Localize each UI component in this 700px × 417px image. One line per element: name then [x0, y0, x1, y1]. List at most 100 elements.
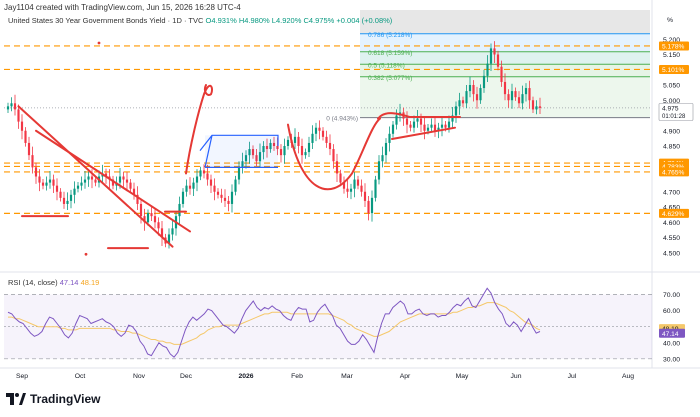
candle-body: [538, 106, 542, 108]
candle-body: [279, 149, 283, 156]
candle-body: [216, 191, 220, 195]
candle-body: [251, 149, 255, 156]
candle-body: [265, 146, 269, 150]
price-level-tag: 5.101%: [662, 67, 685, 74]
consolidation-box-fill: [205, 135, 278, 168]
candle-body: [55, 185, 59, 192]
brand-name: TradingView: [30, 392, 101, 406]
price-level-tag-bg: [659, 64, 689, 74]
candle-body: [125, 179, 129, 183]
candle-body: [377, 161, 381, 180]
candle-body: [167, 234, 171, 244]
rsi-axis-tick: 70.00: [663, 292, 680, 299]
candle-body: [262, 146, 265, 153]
price-level-tag-bg: [659, 167, 689, 177]
x-axis-tick: Aug: [622, 373, 634, 380]
candle-body: [496, 54, 500, 67]
candle-body: [286, 139, 290, 146]
candle-body: [426, 127, 430, 131]
candle-body: [199, 170, 202, 177]
candle-body: [507, 94, 510, 101]
candle-body: [76, 185, 80, 189]
price-axis-tick: 5.200: [663, 37, 680, 44]
candle-body: [185, 185, 188, 192]
brand[interactable]: TradingView: [6, 392, 100, 406]
fib-zone: [360, 51, 650, 65]
candle-body: [514, 91, 517, 98]
candle-body: [405, 118, 409, 125]
price-level-tag: 5.178%: [662, 43, 685, 50]
candle-body: [430, 124, 433, 128]
candle-body: [171, 228, 174, 235]
rsi-axis-tick: 30.00: [663, 356, 680, 363]
candle-body: [486, 63, 489, 76]
fib-zone: [360, 33, 650, 52]
downtrend-line: [35, 129, 191, 233]
tradingview-logo-icon: [6, 393, 26, 405]
candle-body: [227, 200, 230, 204]
annotation-dot: [97, 41, 101, 45]
candle-body: [41, 182, 45, 186]
downtrend-line: [17, 105, 174, 248]
candle-body: [356, 179, 360, 186]
rsi-ma-value: 48.19: [80, 278, 100, 287]
candle-body: [440, 124, 444, 128]
price-level-tag-bg: [659, 41, 689, 51]
candle-body: [62, 197, 66, 204]
candle-body: [10, 103, 13, 107]
candle-body: [325, 136, 328, 143]
candle-body: [13, 103, 17, 110]
candle-body: [80, 182, 83, 186]
candle-body: [90, 176, 94, 180]
ohlc-values: O4.931% H4.980% L4.920% C4.975% +0.004 (…: [205, 16, 393, 25]
candle-body: [335, 161, 339, 174]
candle-body: [332, 149, 335, 162]
candle-body: [409, 124, 412, 128]
candle-body: [48, 179, 52, 183]
candle-body: [510, 91, 514, 101]
candle-body: [370, 197, 374, 214]
candle-body: [489, 48, 493, 64]
rsi-ma-line: [8, 302, 541, 345]
fib-level-label: 0 (4.943%): [326, 116, 358, 123]
rising-support-line: [391, 126, 456, 140]
x-axis-tick: May: [456, 373, 469, 380]
x-axis-tick: Dec: [180, 373, 193, 380]
candle-body: [437, 127, 440, 131]
rsi-header: RSI (14, close) 47.14 48.19: [8, 278, 99, 287]
candle-body: [132, 188, 136, 195]
last-price-tag: 4.975: [662, 105, 679, 112]
candle-body: [388, 133, 391, 143]
candle-body: [353, 179, 356, 189]
candle-body: [454, 106, 458, 116]
candle-body: [230, 191, 234, 204]
candle-body: [416, 118, 419, 122]
rsi-line: [7, 287, 541, 358]
candle-body: [150, 213, 153, 217]
candle-body: [104, 173, 108, 177]
candle-body: [34, 167, 38, 177]
x-axis-tick: Feb: [291, 373, 303, 380]
candle-body: [17, 109, 20, 122]
candle-body: [241, 161, 244, 168]
candle-body: [129, 182, 132, 189]
price-axis-tick: 4.500: [663, 250, 680, 257]
price-axis-tick: 4.900: [663, 128, 680, 135]
candle-body: [38, 176, 41, 183]
candle-body: [500, 66, 503, 82]
countdown-tag: 01:01:28: [662, 114, 686, 120]
candle-body: [391, 124, 395, 134]
fib-level-label: 0.786 (5.218%): [368, 32, 412, 39]
rsi-axis-tick: 40.00: [663, 340, 680, 347]
candle-body: [349, 188, 353, 192]
candle-body: [255, 155, 258, 162]
candle-body: [531, 100, 535, 110]
fib-zone: [360, 64, 650, 77]
candle-body: [521, 94, 524, 104]
candle-body: [269, 142, 272, 150]
symbol-title: United States 30 Year Government Bonds Y…: [8, 16, 204, 25]
candle-body: [328, 142, 332, 150]
candle-body: [374, 179, 377, 198]
candle-body: [244, 155, 248, 162]
